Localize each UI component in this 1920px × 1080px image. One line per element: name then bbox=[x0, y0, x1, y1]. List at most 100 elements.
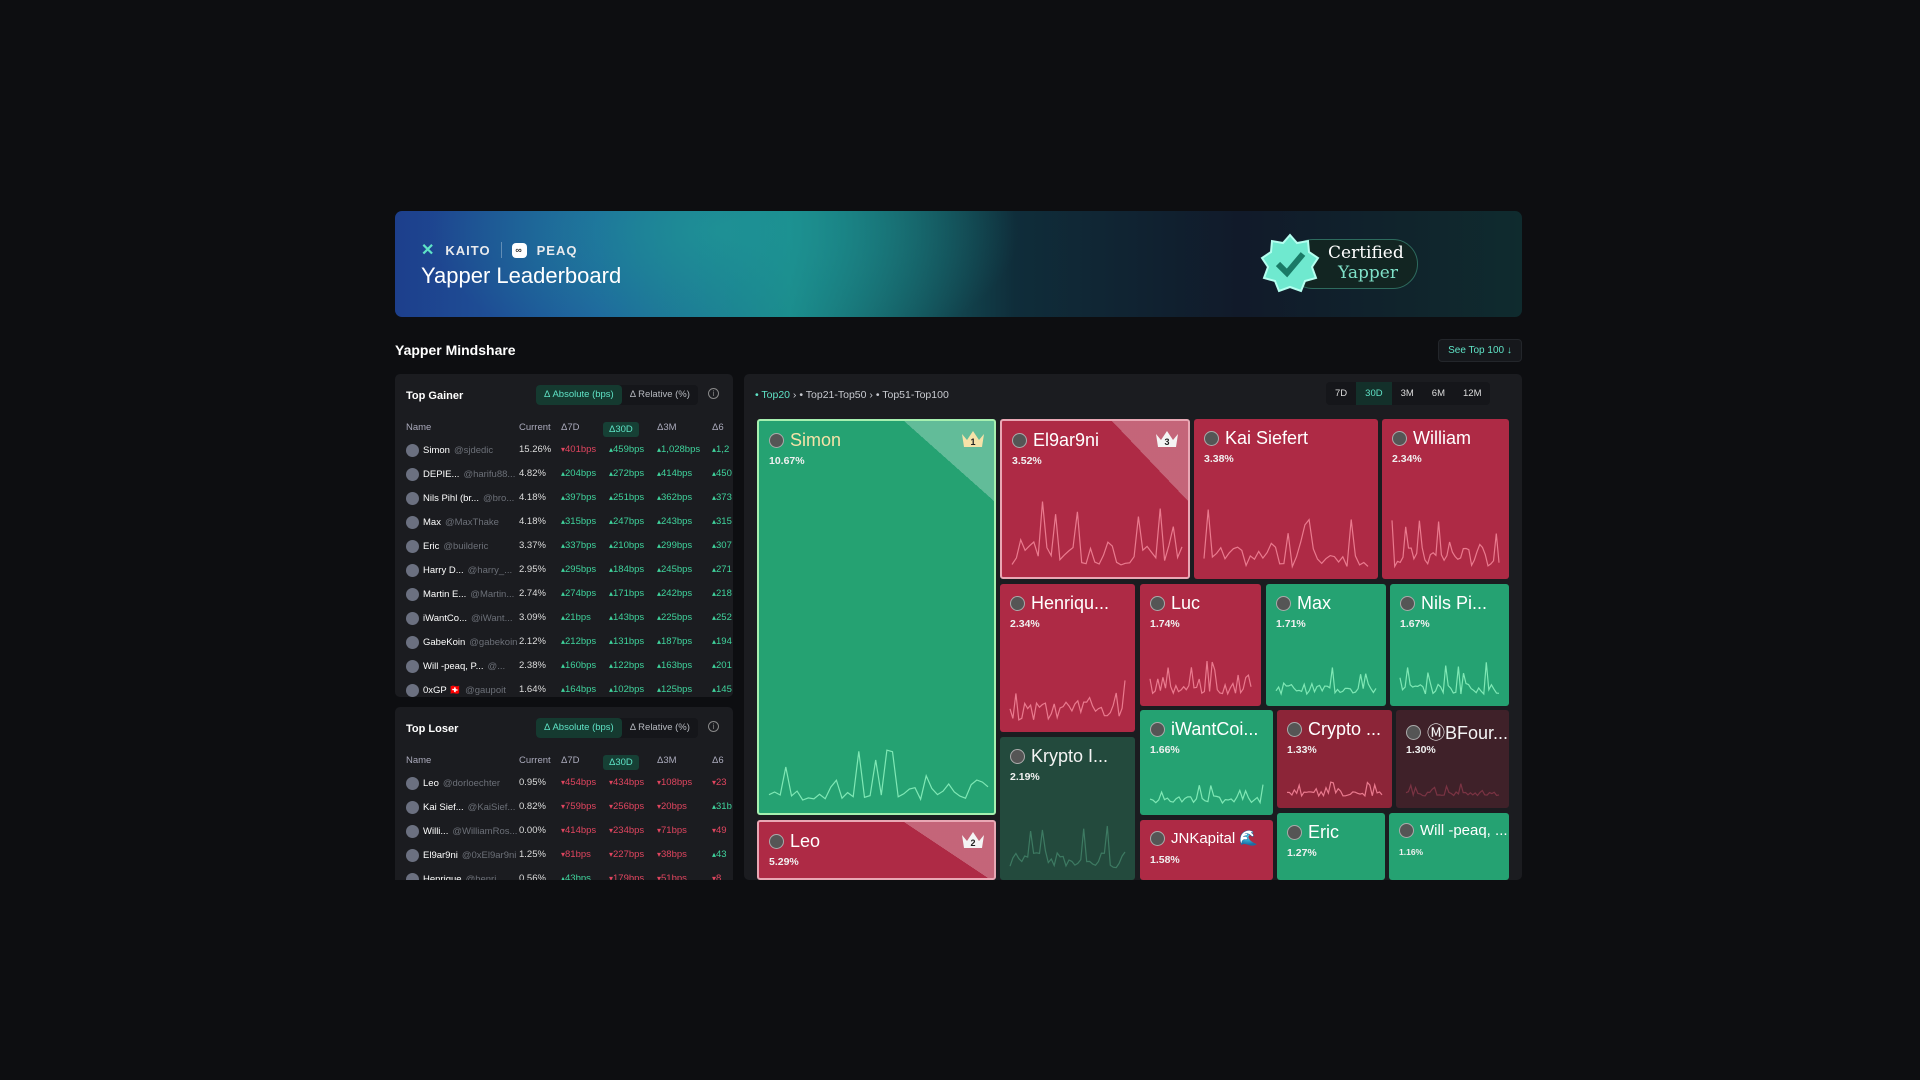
column-header-1[interactable]: Current bbox=[519, 422, 551, 433]
delta-d3m: 299bps bbox=[657, 540, 692, 551]
avatar bbox=[1012, 433, 1027, 448]
tile-name-label: Will -peaq, ... bbox=[1420, 822, 1508, 839]
crumb-top21-50[interactable]: • Top21-Top50 bbox=[799, 389, 867, 401]
brand-logos: ✕ KAITO ∞ PEAQ bbox=[421, 240, 577, 260]
tile-name-label: Kai Siefert bbox=[1225, 428, 1309, 448]
column-header-1[interactable]: Current bbox=[519, 755, 551, 766]
treemap-tile[interactable]: 3 El9ar9ni 3.52% bbox=[1000, 419, 1190, 579]
avatar bbox=[1010, 596, 1025, 611]
current-value: 4.18% bbox=[519, 492, 546, 503]
timeframe-6M[interactable]: 6M bbox=[1431, 388, 1445, 399]
rank-number: 2 bbox=[970, 838, 975, 848]
user-handle: @KaiSief... bbox=[467, 802, 516, 813]
user-name: Max bbox=[423, 517, 441, 528]
user-handle: @WilliamRos... bbox=[452, 826, 518, 837]
relative-toggle[interactable]: Δ Relative (%) bbox=[629, 389, 690, 400]
column-header-4[interactable]: Δ3M bbox=[657, 755, 677, 766]
column-header-3[interactable]: Δ30D bbox=[603, 422, 639, 437]
treemap-tile[interactable]: 2 Leo 5.29% bbox=[757, 820, 996, 880]
relative-toggle[interactable]: Δ Relative (%) bbox=[629, 722, 690, 733]
treemap-tile[interactable]: Nils Pi... 1.67% bbox=[1390, 584, 1509, 706]
avatar bbox=[406, 516, 419, 529]
avatar bbox=[406, 777, 419, 790]
tile-name-label: iWantCoi... bbox=[1171, 719, 1259, 739]
treemap-tile[interactable]: William 2.34% bbox=[1382, 419, 1509, 579]
treemap-tile[interactable]: ⓂBFour... 1.30% bbox=[1396, 710, 1509, 808]
column-header-0[interactable]: Name bbox=[406, 755, 432, 766]
tile-percent: 1.58% bbox=[1150, 854, 1180, 866]
divider bbox=[500, 242, 502, 258]
current-value: 0.00% bbox=[519, 825, 546, 836]
delta-d7: 212bps bbox=[561, 636, 596, 647]
avatar bbox=[406, 444, 419, 457]
tile-name: Max bbox=[1276, 593, 1331, 614]
crumb-top51-100[interactable]: • Top51-Top100 bbox=[875, 389, 949, 401]
treemap-tile[interactable]: iWantCoi... 1.66% bbox=[1140, 710, 1273, 815]
user-name: Simon bbox=[423, 445, 450, 456]
see-top-100-button[interactable]: See Top 100 ↓ bbox=[1438, 339, 1522, 362]
info-icon[interactable]: i bbox=[708, 388, 719, 399]
timeframe-7D[interactable]: 7D bbox=[1335, 388, 1348, 399]
treemap-tile[interactable]: Crypto ... 1.33% bbox=[1277, 710, 1392, 808]
tile-name: Simon bbox=[769, 430, 841, 451]
header-banner: ✕ KAITO ∞ PEAQ Yapper Leaderboard Certif… bbox=[395, 211, 1522, 317]
peaq-brand: PEAQ bbox=[536, 242, 578, 258]
avatar bbox=[1392, 431, 1407, 446]
user-handle: @henri bbox=[465, 874, 497, 880]
sparkline-path bbox=[1203, 509, 1369, 569]
avatar bbox=[1010, 749, 1025, 764]
absolute-toggle[interactable]: Δ Absolute (bps) bbox=[536, 718, 622, 738]
avatar bbox=[406, 873, 419, 880]
user-name: Eric bbox=[423, 541, 440, 552]
crumb-top20[interactable]: • Top20 bbox=[755, 389, 791, 401]
user-name: Leo bbox=[423, 778, 439, 789]
certified-yapper-badge: Certified Yapper bbox=[1260, 233, 1420, 295]
treemap-tile[interactable]: Luc 1.74% bbox=[1140, 584, 1261, 706]
column-header-2[interactable]: Δ7D bbox=[561, 755, 580, 766]
column-header-0[interactable]: Name bbox=[406, 422, 432, 433]
user-handle: @iWant... bbox=[471, 613, 513, 624]
column-header-5[interactable]: Δ6 bbox=[712, 422, 724, 433]
tile-name: Kai Siefert bbox=[1204, 428, 1308, 449]
delta-d30: 234bps bbox=[609, 825, 644, 836]
treemap-tile[interactable]: 1 Simon 10.67% bbox=[757, 419, 996, 815]
treemap-tile[interactable]: Henriqu... 2.34% bbox=[1000, 584, 1135, 732]
column-header-5[interactable]: Δ6 bbox=[712, 755, 724, 766]
tile-percent: 1.66% bbox=[1150, 744, 1180, 756]
treemap-tile[interactable]: Will -peaq, ... 1.16% bbox=[1389, 813, 1509, 880]
delta-d7: 295bps bbox=[561, 564, 596, 575]
column-header-4[interactable]: Δ3M bbox=[657, 422, 677, 433]
column-header-2[interactable]: Δ7D bbox=[561, 422, 580, 433]
tile-name-label: Max bbox=[1297, 593, 1332, 613]
treemap-tile[interactable]: Max 1.71% bbox=[1266, 584, 1386, 706]
sparkline bbox=[1275, 667, 1377, 696]
timeframe-30D[interactable]: 30D bbox=[1356, 382, 1392, 405]
info-icon[interactable]: i bbox=[708, 721, 719, 732]
delta-d3m: 163bps bbox=[657, 660, 692, 671]
timeframe-3M[interactable]: 3M bbox=[1400, 388, 1414, 399]
kaito-brand: KAITO bbox=[445, 242, 491, 258]
sparkline bbox=[1011, 501, 1183, 566]
treemap-tile[interactable]: Eric 1.27% bbox=[1277, 813, 1385, 880]
delta-d3m: 38bps bbox=[657, 849, 687, 860]
current-value: 1.64% bbox=[519, 684, 546, 695]
tile-name: Luc bbox=[1150, 593, 1200, 614]
user-handle: @builderic bbox=[443, 541, 489, 552]
delta-d7: 337bps bbox=[561, 540, 596, 551]
absolute-toggle[interactable]: Δ Absolute (bps) bbox=[536, 385, 622, 405]
sparkline-path bbox=[1009, 680, 1126, 721]
current-value: 1.25% bbox=[519, 849, 546, 860]
user-handle: @harifu88... bbox=[463, 469, 516, 480]
delta-d7: 759bps bbox=[561, 801, 596, 812]
delta-d6: 373 bbox=[712, 492, 732, 503]
treemap-tile[interactable]: Krypto I... 2.19% bbox=[1000, 737, 1135, 880]
name-cell: Harry D... @harry_... bbox=[406, 564, 516, 577]
sparkline-path bbox=[768, 749, 989, 802]
avatar bbox=[1276, 596, 1291, 611]
timeframe-12M[interactable]: 12M bbox=[1463, 388, 1482, 399]
treemap-tile[interactable]: JNKapital 🌊 1.58% bbox=[1140, 820, 1273, 880]
tile-name: Nils Pi... bbox=[1400, 593, 1487, 614]
treemap-tile[interactable]: Kai Siefert 3.38% bbox=[1194, 419, 1378, 579]
column-header-3[interactable]: Δ30D bbox=[603, 755, 639, 770]
avatar bbox=[1204, 431, 1219, 446]
